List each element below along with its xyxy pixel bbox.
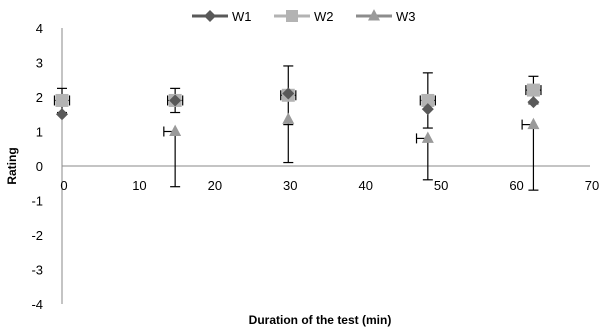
x-tick-label: 0 bbox=[60, 178, 67, 193]
x-tick-label: 10 bbox=[132, 178, 146, 193]
data-point-w1 bbox=[282, 87, 295, 100]
data-point-w2 bbox=[421, 93, 435, 107]
data-point-w1 bbox=[421, 103, 434, 116]
y-tick-label: 0 bbox=[36, 159, 43, 174]
legend-label-w3: W3 bbox=[396, 9, 416, 24]
y-tick-labels: -4 -3 -2 -1 0 1 2 3 4 bbox=[31, 21, 43, 312]
x-tick-labels: 0 10 20 30 40 50 60 70 bbox=[60, 178, 599, 193]
legend-label-w2: W2 bbox=[314, 9, 334, 24]
legend-marker-w3 bbox=[368, 9, 380, 21]
y-axis-title: Rating bbox=[5, 147, 19, 184]
data-point-w3 bbox=[169, 124, 182, 136]
data-point-w2 bbox=[526, 83, 540, 97]
data-point-w1 bbox=[56, 108, 68, 121]
y-tick-label: -2 bbox=[31, 228, 43, 243]
y-tick-label: -3 bbox=[31, 263, 43, 278]
legend-marker-w1 bbox=[204, 10, 216, 22]
data-point-w3 bbox=[527, 117, 540, 130]
data-markers bbox=[55, 83, 540, 143]
error-bars bbox=[53, 65, 542, 191]
y-tick-label: -1 bbox=[31, 194, 43, 209]
legend-label-w1: W1 bbox=[232, 9, 252, 24]
legend-marker-w2 bbox=[286, 10, 298, 22]
y-tick-label: -4 bbox=[31, 297, 43, 312]
x-tick-label: 40 bbox=[358, 178, 372, 193]
y-tick-label: 1 bbox=[36, 125, 43, 140]
data-point-w2 bbox=[55, 93, 69, 107]
y-tick-label: 4 bbox=[36, 21, 43, 36]
x-axis-title: Duration of the test (min) bbox=[249, 313, 392, 327]
data-point-w1 bbox=[527, 96, 540, 109]
data-point-w3 bbox=[282, 112, 295, 124]
x-tick-label: 60 bbox=[509, 178, 523, 193]
legend: W1 W2 W3 bbox=[192, 9, 416, 24]
x-tick-label: 50 bbox=[434, 178, 448, 193]
axes bbox=[61, 28, 590, 304]
data-point-w1 bbox=[169, 94, 182, 107]
y-tick-label: 3 bbox=[36, 56, 43, 71]
y-tick-label: 2 bbox=[36, 90, 43, 105]
data-point-w3 bbox=[421, 131, 434, 143]
x-tick-label: 30 bbox=[283, 178, 297, 193]
x-tick-label: 70 bbox=[585, 178, 599, 193]
x-tick-label: 20 bbox=[208, 178, 222, 193]
